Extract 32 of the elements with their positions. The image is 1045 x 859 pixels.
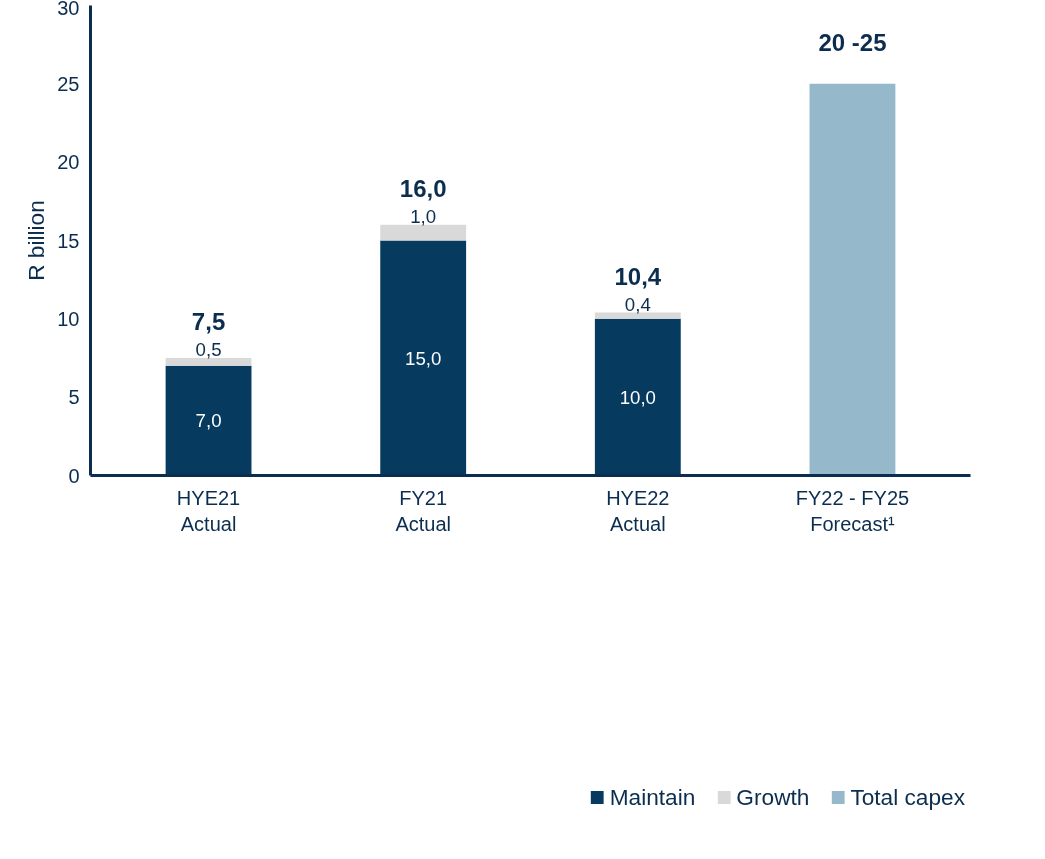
y-tick-label: 10: [57, 307, 80, 330]
data-label: 0,4: [624, 293, 651, 315]
total-label: 16,0: [399, 174, 447, 202]
bar: [380, 240, 467, 476]
legend-label: Maintain: [609, 783, 696, 811]
legend-label: Growth: [736, 783, 810, 811]
total-label: 10,4: [614, 262, 662, 290]
bar: [594, 312, 681, 319]
data-label: 0,5: [195, 339, 222, 360]
x-tick-label: HYE21 Actual: [176, 486, 241, 535]
x-tick-label: FY22 - FY25 Forecast¹: [795, 486, 910, 535]
y-tick-label: 5: [68, 386, 80, 409]
bar: [380, 224, 467, 241]
legend-label: Total capex: [850, 783, 965, 811]
bar: [594, 318, 681, 476]
bar: [809, 83, 896, 476]
y-tick-label: 30: [57, 0, 80, 19]
y-axis-title: R billion: [23, 200, 50, 281]
bar: [165, 365, 252, 476]
data-label: 15,0: [405, 347, 442, 369]
x-tick-label: HYE22 Actual: [606, 486, 670, 535]
x-tick-label: FY21 Actual: [395, 486, 451, 535]
data-label: 1,0: [410, 205, 437, 227]
y-tick-label: 25: [57, 72, 80, 95]
total-label: 20 -25: [818, 28, 887, 56]
data-label: 10,0: [619, 386, 656, 408]
total-label: 7,5: [191, 308, 226, 335]
y-tick-label: 20: [57, 151, 80, 174]
bar: [165, 358, 252, 366]
y-tick-label: 0: [68, 464, 80, 487]
y-tick-label: 15: [57, 229, 80, 252]
data-label: 7,0: [195, 410, 222, 432]
